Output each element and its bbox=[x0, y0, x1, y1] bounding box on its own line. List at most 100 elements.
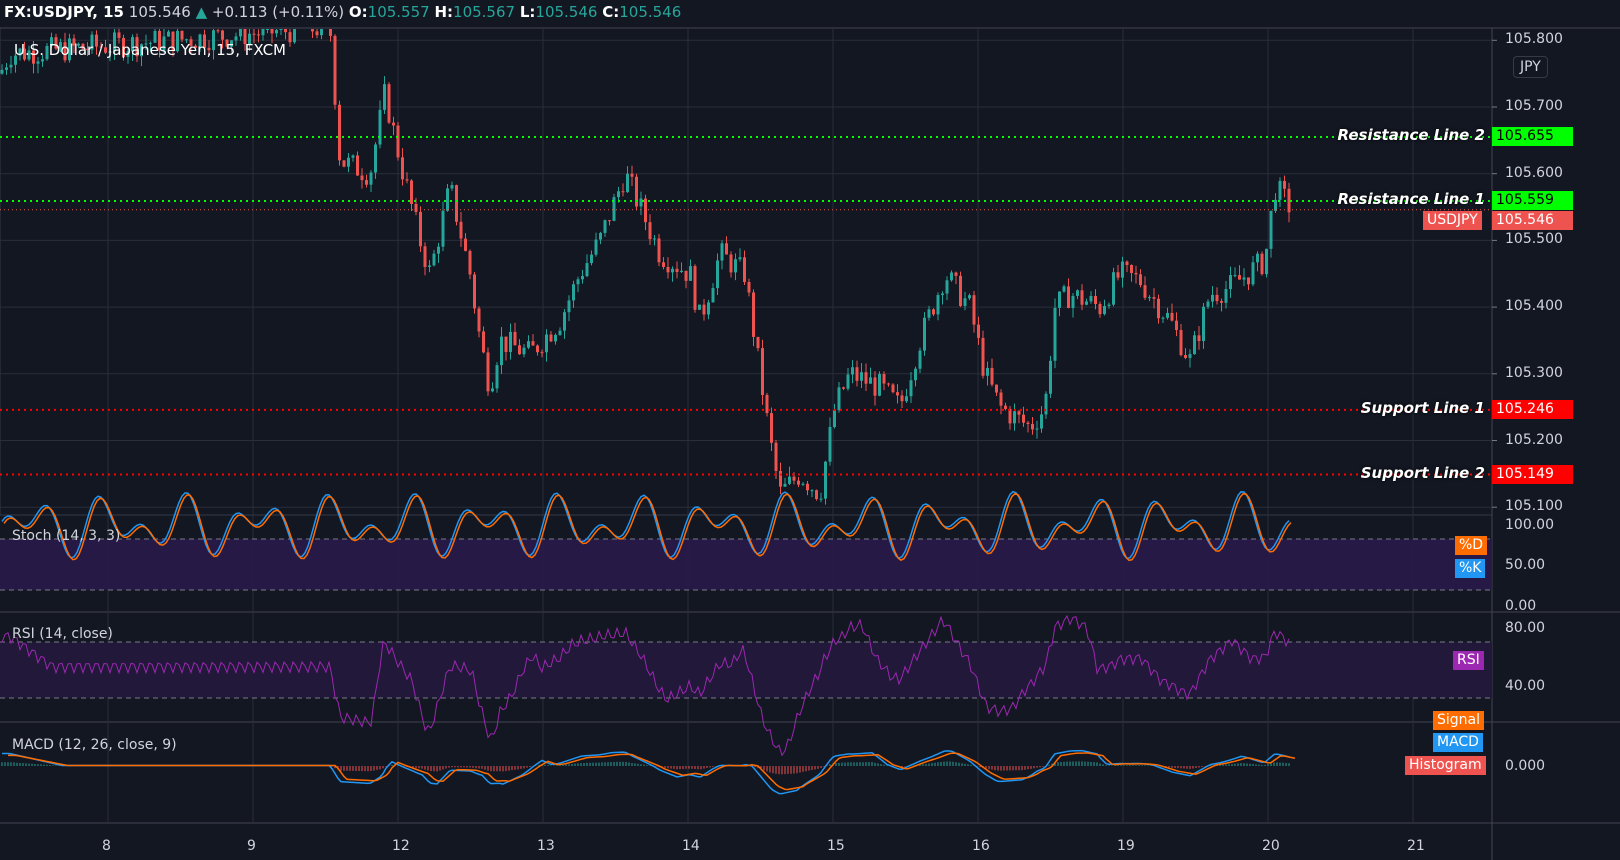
candle-body bbox=[446, 188, 449, 211]
candle-body bbox=[1040, 414, 1043, 429]
candle-body bbox=[32, 50, 35, 64]
candle-body bbox=[126, 51, 130, 57]
close-value: 105.546 bbox=[619, 3, 682, 21]
candle-body bbox=[477, 308, 481, 332]
candle-body bbox=[0, 69, 4, 74]
support-price-tag: 105.149 bbox=[1492, 464, 1573, 484]
candle-body bbox=[747, 282, 751, 293]
candle-body bbox=[1053, 307, 1057, 361]
candle-body bbox=[1197, 335, 1201, 342]
candle-body bbox=[410, 180, 413, 204]
change: +0.113 (+0.11%) bbox=[211, 3, 345, 21]
candle-body bbox=[293, 29, 296, 43]
candle-body bbox=[1134, 272, 1138, 275]
candle-body bbox=[225, 39, 229, 47]
symbol: FX:USDJPY, 15 bbox=[4, 3, 124, 21]
candle-body bbox=[1031, 424, 1034, 430]
candle-body bbox=[963, 298, 967, 306]
candle-body bbox=[891, 384, 895, 393]
candle-body bbox=[1062, 286, 1066, 292]
stoch-tick: 0.00 bbox=[1505, 598, 1537, 614]
candle-body bbox=[644, 198, 647, 223]
candle-body bbox=[1130, 265, 1133, 273]
candle-body bbox=[185, 39, 188, 41]
candle-body bbox=[203, 34, 206, 48]
candle-body bbox=[338, 104, 341, 161]
y-tick-label: 105.600 bbox=[1505, 164, 1563, 181]
candle-body bbox=[405, 179, 409, 181]
candle-body bbox=[941, 293, 944, 296]
x-tick-label: 9 bbox=[247, 838, 256, 854]
candle-body bbox=[801, 483, 805, 485]
candle-body bbox=[621, 191, 625, 193]
resistance-price-tag: 105.559 bbox=[1492, 191, 1573, 211]
candle-body bbox=[869, 377, 872, 384]
candle-body bbox=[968, 295, 971, 299]
candle-body bbox=[846, 374, 850, 389]
candle-body bbox=[243, 29, 247, 45]
x-tick-label: 21 bbox=[1407, 838, 1425, 854]
y-tick-label: 105.800 bbox=[1505, 31, 1563, 48]
candle-body bbox=[914, 368, 917, 381]
candle-body bbox=[1175, 320, 1178, 331]
candle-body bbox=[392, 122, 395, 126]
candle-body bbox=[1193, 335, 1196, 355]
candle-body bbox=[27, 50, 31, 60]
rsi-line bbox=[1, 614, 1290, 757]
candle-body bbox=[765, 394, 769, 414]
currency-button[interactable]: JPY bbox=[1513, 56, 1548, 78]
candle-body bbox=[81, 43, 85, 49]
candle-body bbox=[788, 476, 791, 484]
candle-body bbox=[1265, 248, 1268, 275]
candle-body bbox=[86, 48, 89, 50]
candle-body bbox=[666, 266, 670, 273]
candle-body bbox=[387, 84, 391, 123]
candle-body bbox=[806, 483, 809, 491]
candle-body bbox=[626, 173, 629, 193]
candle-body bbox=[1107, 304, 1111, 307]
candle-body bbox=[927, 309, 931, 318]
candle-body bbox=[333, 35, 337, 105]
candle-body bbox=[972, 295, 976, 325]
candle-body bbox=[1125, 261, 1129, 266]
macd-tick: 0.000 bbox=[1505, 758, 1546, 774]
candle-body bbox=[347, 157, 350, 167]
candle-body bbox=[1071, 295, 1075, 308]
candle-body bbox=[887, 383, 890, 385]
candle-body bbox=[842, 387, 845, 389]
candle-body bbox=[1067, 286, 1070, 308]
candle-body bbox=[342, 160, 346, 167]
candle-body bbox=[1184, 355, 1187, 358]
candle-body bbox=[612, 197, 616, 221]
candle-body bbox=[945, 280, 949, 294]
candle-body bbox=[1004, 405, 1007, 409]
candle-body bbox=[1017, 411, 1021, 415]
candle-body bbox=[54, 37, 58, 49]
x-tick-label: 13 bbox=[537, 838, 555, 854]
candle-body bbox=[252, 33, 256, 35]
candle-body bbox=[707, 302, 710, 315]
stoch-k-tag: %K bbox=[1455, 559, 1486, 578]
candle-body bbox=[513, 331, 517, 346]
candle-body bbox=[14, 55, 17, 65]
open-label: O: bbox=[348, 3, 368, 21]
candle-body bbox=[576, 279, 580, 285]
resistance-line-label: Resistance Line 2 bbox=[1337, 126, 1485, 144]
stoch-band bbox=[0, 539, 1492, 590]
candle-body bbox=[239, 29, 242, 37]
candle-body bbox=[1148, 297, 1151, 299]
candle-body bbox=[905, 396, 908, 402]
candle-body bbox=[693, 266, 697, 310]
candle-body bbox=[833, 410, 836, 427]
candle-body bbox=[599, 232, 602, 240]
candle-body bbox=[756, 336, 760, 349]
candle-body bbox=[77, 43, 80, 46]
candle-body bbox=[41, 59, 44, 62]
candle-body bbox=[990, 367, 994, 385]
candle-body bbox=[743, 257, 746, 283]
candle-body bbox=[140, 44, 143, 57]
candle-body bbox=[113, 32, 116, 52]
candle-body bbox=[770, 413, 773, 443]
candle-body bbox=[716, 260, 719, 289]
